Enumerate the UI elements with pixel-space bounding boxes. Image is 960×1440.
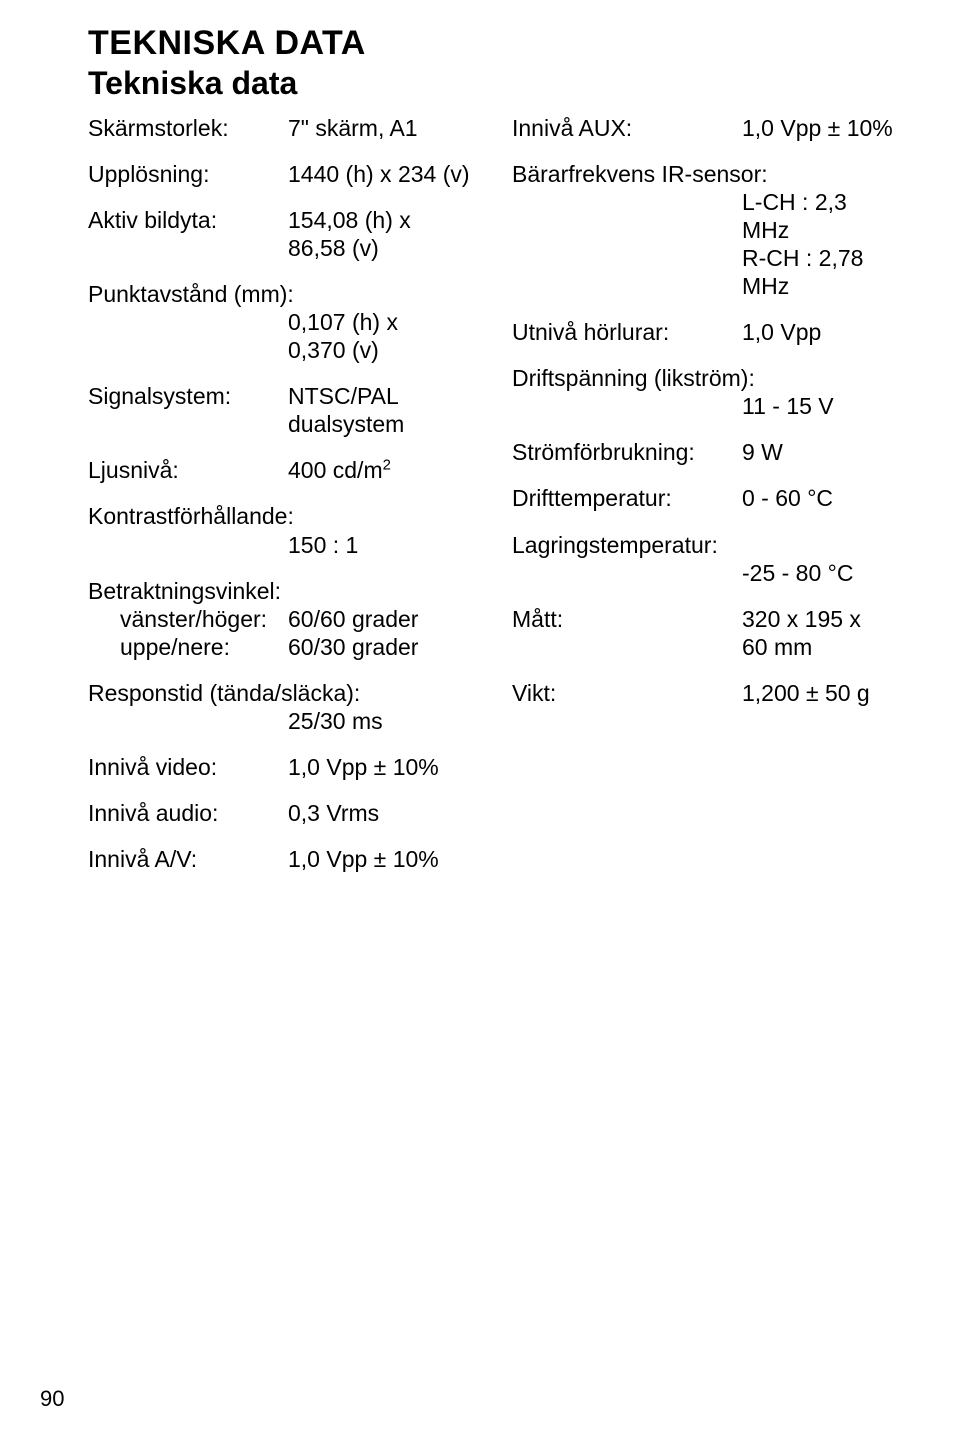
entry-driftspanning: Driftspänning (likström): 11 - 15 V <box>512 364 896 420</box>
label-driftspanning: Driftspänning (likström): <box>512 364 896 392</box>
value-bararfrekvens-1: L-CH : 2,3 MHz <box>512 188 896 244</box>
entry-lagringstemperatur: Lagringstemperatur: -25 - 80 °C <box>512 531 896 587</box>
label-inniva-aux: Innivå AUX: <box>512 114 742 142</box>
entry-matt: Mått: 320 x 195 x 60 mm <box>512 605 896 661</box>
label-kontrast: Kontrastförhållande: <box>88 502 472 530</box>
value-betraktning-un: 60/30 grader <box>288 633 418 661</box>
entry-betraktningsvinkel: Betraktningsvinkel: vänster/höger: 60/60… <box>88 577 472 661</box>
entry-kontrast: Kontrastförhållande: 150 : 1 <box>88 502 472 558</box>
value-ljusniva-pre: 400 cd/m <box>288 457 383 483</box>
entry-upplosning: Upplösning: 1440 (h) x 234 (v) <box>88 160 472 188</box>
value-inniva-aux: 1,0 Vpp ± 10% <box>742 114 896 142</box>
value-drifttemperatur: 0 - 60 °C <box>742 484 896 512</box>
value-vikt: 1,200 ± 50 g <box>742 679 896 707</box>
value-inniva-av: 1,0 Vpp ± 10% <box>288 845 472 873</box>
value-skarmstorlek: 7" skärm, A1 <box>288 114 472 142</box>
entry-stromforbrukning: Strömförbrukning: 9 W <box>512 438 896 466</box>
label-stromforbrukning: Strömförbrukning: <box>512 438 742 466</box>
value-matt-2: 60 mm <box>512 633 896 661</box>
label-bararfrekvens: Bärarfrekvens IR-sensor: <box>512 160 896 188</box>
value-kontrast: 150 : 1 <box>88 531 472 559</box>
value-aktiv-bildyta-1: 154,08 (h) x <box>288 206 472 234</box>
two-column-layout: Skärmstorlek: 7" skärm, A1 Upplösning: 1… <box>88 114 896 891</box>
entry-responstid: Responstid (tända/släcka): 25/30 ms <box>88 679 472 735</box>
value-responstid: 25/30 ms <box>88 707 472 735</box>
left-column: Skärmstorlek: 7" skärm, A1 Upplösning: 1… <box>88 114 472 891</box>
entry-vikt: Vikt: 1,200 ± 50 g <box>512 679 896 707</box>
value-driftspanning: 11 - 15 V <box>512 392 896 420</box>
entry-inniva-video: Innivå video: 1,0 Vpp ± 10% <box>88 753 472 781</box>
value-bararfrekvens-2: R-CH : 2,78 MHz <box>512 244 896 300</box>
label-matt: Mått: <box>512 605 742 633</box>
entry-ljusniva: Ljusnivå: 400 cd/m2 <box>88 456 472 484</box>
value-lagringstemperatur: -25 - 80 °C <box>512 559 896 587</box>
value-ljusniva: 400 cd/m2 <box>288 456 472 484</box>
value-signalsystem-1: NTSC/PAL <box>288 382 472 410</box>
entry-inniva-aux: Innivå AUX: 1,0 Vpp ± 10% <box>512 114 896 142</box>
label-lagringstemperatur: Lagringstemperatur: <box>512 531 896 559</box>
label-signalsystem: Signalsystem: <box>88 382 288 410</box>
label-inniva-video: Innivå video: <box>88 753 288 781</box>
label-inniva-audio: Innivå audio: <box>88 799 288 827</box>
value-stromforbrukning: 9 W <box>742 438 896 466</box>
value-aktiv-bildyta-2: 86,58 (v) <box>88 234 472 262</box>
entry-bararfrekvens: Bärarfrekvens IR-sensor: L-CH : 2,3 MHz … <box>512 160 896 300</box>
entry-inniva-av: Innivå A/V: 1,0 Vpp ± 10% <box>88 845 472 873</box>
subheading-tekniska-data: Tekniska data <box>88 65 896 102</box>
entry-utniva-horlurar: Utnivå hörlurar: 1,0 Vpp <box>512 318 896 346</box>
right-column: Innivå AUX: 1,0 Vpp ± 10% Bärarfrekvens … <box>512 114 896 891</box>
value-inniva-audio: 0,3 Vrms <box>288 799 472 827</box>
entry-drifttemperatur: Drifttemperatur: 0 - 60 °C <box>512 484 896 512</box>
label-upplosning: Upplösning: <box>88 160 288 188</box>
value-ljusniva-sup: 2 <box>383 457 391 474</box>
heading-tekniska-data: TEKNISKA DATA <box>88 24 896 63</box>
page-root: TEKNISKA DATA Tekniska data Skärmstorlek… <box>0 0 960 1440</box>
value-punktavstand-1: 0,107 (h) x <box>88 308 472 336</box>
entry-signalsystem: Signalsystem: NTSC/PAL dualsystem <box>88 382 472 438</box>
label-betraktning: Betraktningsvinkel: <box>88 577 472 605</box>
label-utniva-horlurar: Utnivå hörlurar: <box>512 318 742 346</box>
page-number: 90 <box>40 1386 64 1412</box>
value-inniva-video: 1,0 Vpp ± 10% <box>288 753 472 781</box>
entry-punktavstand: Punktavstånd (mm): 0,107 (h) x 0,370 (v) <box>88 280 472 364</box>
label-vikt: Vikt: <box>512 679 742 707</box>
label-responstid: Responstid (tända/släcka): <box>88 679 472 707</box>
entry-aktiv-bildyta: Aktiv bildyta: 154,08 (h) x 86,58 (v) <box>88 206 472 262</box>
label-ljusniva: Ljusnivå: <box>88 456 288 484</box>
value-upplosning: 1440 (h) x 234 (v) <box>288 160 472 188</box>
entry-skarmstorlek: Skärmstorlek: 7" skärm, A1 <box>88 114 472 142</box>
value-signalsystem-2: dualsystem <box>88 410 472 438</box>
label-betraktning-vh: vänster/höger: <box>120 605 288 633</box>
label-inniva-av: Innivå A/V: <box>88 845 288 873</box>
label-betraktning-un: uppe/nere: <box>120 633 288 661</box>
entry-inniva-audio: Innivå audio: 0,3 Vrms <box>88 799 472 827</box>
label-punktavstand: Punktavstånd (mm): <box>88 280 472 308</box>
value-matt-1: 320 x 195 x <box>742 605 896 633</box>
label-aktiv-bildyta: Aktiv bildyta: <box>88 206 288 234</box>
value-punktavstand-2: 0,370 (v) <box>88 336 472 364</box>
label-skarmstorlek: Skärmstorlek: <box>88 114 288 142</box>
label-drifttemperatur: Drifttemperatur: <box>512 484 742 512</box>
value-utniva-horlurar: 1,0 Vpp <box>742 318 896 346</box>
value-betraktning-vh: 60/60 grader <box>288 605 418 633</box>
